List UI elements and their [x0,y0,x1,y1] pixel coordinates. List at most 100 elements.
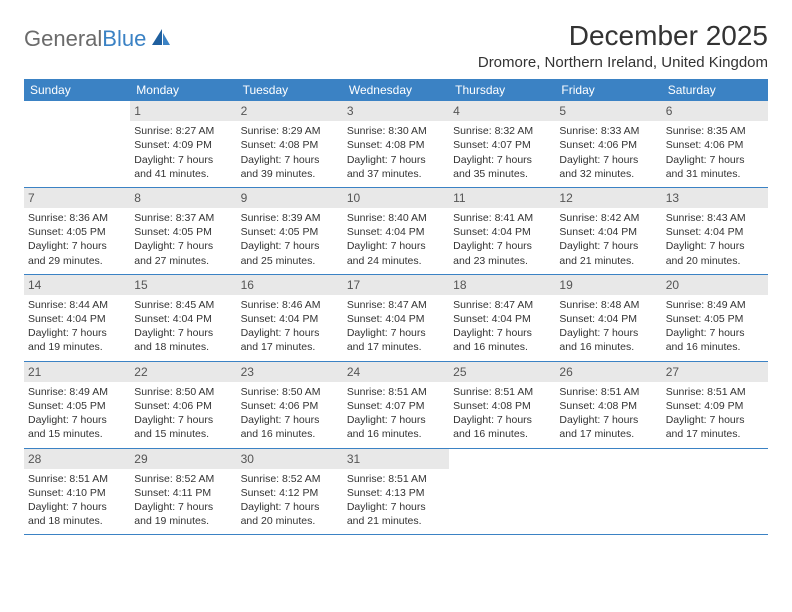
sunrise-label: Sunrise: 8:51 AM [453,385,551,399]
day-cell: 2Sunrise: 8:29 AMSunset: 4:08 PMDaylight… [237,101,343,187]
day-number: 16 [237,275,343,295]
daylight-label: Daylight: 7 hours and 16 minutes. [666,326,764,354]
sunrise-label: Sunrise: 8:49 AM [28,385,126,399]
daylight-label: Daylight: 7 hours and 23 minutes. [453,239,551,267]
week-row: 28 Sunrise: 8:51 AM Sunset: 4:10 PM Dayligh… [24,449,768,536]
day-cell: 9Sunrise: 8:39 AMSunset: 4:05 PMDaylight… [237,188,343,274]
day-number: 26 [555,362,661,382]
sunset-label: Sunset: 4:07 PM [347,399,445,413]
sunrise-label: Sunrise: 8:40 AM [347,211,445,225]
sunset-label: Sunset: 4:04 PM [347,312,445,326]
daylight-label: Daylight: 7 hours and 29 minutes. [28,239,126,267]
weeks-container: 1Sunrise: 8:27 AMSunset: 4:09 PMDaylight… [24,101,768,535]
day-cell: 30Sunrise: 8:52 AMSunset: 4:12 PMDayligh… [237,449,343,535]
day-number: 12 [555,188,661,208]
day-cell: 24Sunrise: 8:51 AMSunset: 4:07 PMDayligh… [343,362,449,448]
daylight-label: Daylight: 7 hours and 16 minutes. [241,413,339,441]
sunrise-label: Sunrise: 8:51 AM [666,385,764,399]
day-number: 1 [130,101,236,121]
sunrise-label: Sunrise: 8:42 AM [559,211,657,225]
day-cell: 17Sunrise: 8:47 AMSunset: 4:04 PMDayligh… [343,275,449,361]
day-cell: 22Sunrise: 8:50 AMSunset: 4:06 PMDayligh… [130,362,236,448]
sunset-label: Sunset: 4:04 PM [241,312,339,326]
day-cell [555,449,661,535]
logo-part2: Blue [102,26,146,51]
day-number: 18 [449,275,555,295]
sunset-label: Sunset: 4:09 PM [134,138,232,152]
day-number: 13 [662,188,768,208]
day-number: 17 [343,275,449,295]
daylight-label: Daylight: 7 hours and 15 minutes. [28,413,126,441]
day-cell: 27Sunrise: 8:51 AMSunset: 4:09 PMDayligh… [662,362,768,448]
sunset-label: Sunset: 4:05 PM [241,225,339,239]
sunset-label: Sunset: 4:04 PM [453,312,551,326]
day-number: 5 [555,101,661,121]
day-number: 29 [130,449,236,469]
sunset-label: Sunset: 4:08 PM [347,138,445,152]
sunrise-label: Sunrise: 8:51 AM [347,472,445,486]
day-number: 4 [449,101,555,121]
day-number: 23 [237,362,343,382]
daylight-label: Daylight: 7 hours and 16 minutes. [453,326,551,354]
sunset-label: Sunset: 4:13 PM [347,486,445,500]
day-cell: 29Sunrise: 8:52 AMSunset: 4:11 PMDayligh… [130,449,236,535]
sunrise-label: Sunrise: 8:50 AM [134,385,232,399]
day-cell: 3Sunrise: 8:30 AMSunset: 4:08 PMDaylight… [343,101,449,187]
sunset-label: Sunset: 4:04 PM [666,225,764,239]
sunset-label: Sunset: 4:05 PM [666,312,764,326]
day-number: 28 [24,449,130,469]
daylight-label: Daylight: 7 hours and 17 minutes. [559,413,657,441]
daylight-label: Daylight: 7 hours and 20 minutes. [241,500,339,528]
day-number: 6 [662,101,768,121]
sunset-label: Sunset: 4:06 PM [559,138,657,152]
sunrise-label: Sunrise: 8:41 AM [453,211,551,225]
day-cell [24,101,130,187]
day-cell: 14Sunrise: 8:44 AMSunset: 4:04 PMDayligh… [24,275,130,361]
sunrise-label: Sunrise: 8:52 AM [134,472,232,486]
sunrise-label: Sunrise: 8:48 AM [559,298,657,312]
day-cell: 8Sunrise: 8:37 AMSunset: 4:05 PMDaylight… [130,188,236,274]
day-cell: 7Sunrise: 8:36 AMSunset: 4:05 PMDaylight… [24,188,130,274]
daylight-label: Daylight: 7 hours and 24 minutes. [347,239,445,267]
day-cell: 5Sunrise: 8:33 AMSunset: 4:06 PMDaylight… [555,101,661,187]
day-number: 10 [343,188,449,208]
daylight-label: Daylight: 7 hours and 16 minutes. [453,413,551,441]
daylight-label: Daylight: 7 hours and 17 minutes. [666,413,764,441]
sunrise-label: Sunrise: 8:36 AM [28,211,126,225]
day-number: 21 [24,362,130,382]
day-number: 11 [449,188,555,208]
sunset-label: Sunset: 4:12 PM [241,486,339,500]
day-cell: 4Sunrise: 8:32 AMSunset: 4:07 PMDaylight… [449,101,555,187]
sunrise-label: Sunrise: 8:46 AM [241,298,339,312]
day-number: 20 [662,275,768,295]
day-cell: 12 Sunrise: 8:42 AMSunset: 4:04 PMDayligh… [555,188,661,274]
sunrise-label: Sunrise: 8:51 AM [559,385,657,399]
sunrise-label: Sunrise: 8:51 AM [347,385,445,399]
day-header-thursday: Thursday [449,79,555,101]
day-cell: 16Sunrise: 8:46 AMSunset: 4:04 PMDayligh… [237,275,343,361]
sunset-label: Sunset: 4:07 PM [453,138,551,152]
sunset-label: Sunset: 4:04 PM [559,312,657,326]
week-row: 1Sunrise: 8:27 AMSunset: 4:09 PMDaylight… [24,101,768,188]
sunrise-label: Sunrise: 8:50 AM [241,385,339,399]
sunrise-label: Sunrise: 8:43 AM [666,211,764,225]
daylight-label: Daylight: 7 hours and 27 minutes. [134,239,232,267]
daylight-label: Daylight: 7 hours and 17 minutes. [347,326,445,354]
sunrise-label: Sunrise: 8:37 AM [134,211,232,225]
daylight-label: Daylight: 7 hours and 25 minutes. [241,239,339,267]
sunset-label: Sunset: 4:04 PM [559,225,657,239]
week-row: 14Sunrise: 8:44 AMSunset: 4:04 PMDayligh… [24,275,768,362]
daylight-label: Daylight: 7 hours and 31 minutes. [666,153,764,181]
sunset-label: Sunset: 4:11 PM [134,486,232,500]
daylight-label: Daylight: 7 hours and 16 minutes. [559,326,657,354]
daylight-label: Daylight: 7 hours and 18 minutes. [134,326,232,354]
sail-icon [150,27,172,52]
sunset-label: Sunset: 4:10 PM [28,486,126,500]
logo-text: GeneralBlue [24,26,146,52]
daylight-label: Daylight: 7 hours and 21 minutes. [559,239,657,267]
day-cell: 23Sunrise: 8:50 AMSunset: 4:06 PMDayligh… [237,362,343,448]
sunset-label: Sunset: 4:05 PM [134,225,232,239]
day-header-monday: Monday [130,79,236,101]
day-number: 24 [343,362,449,382]
sunset-label: Sunset: 4:04 PM [453,225,551,239]
